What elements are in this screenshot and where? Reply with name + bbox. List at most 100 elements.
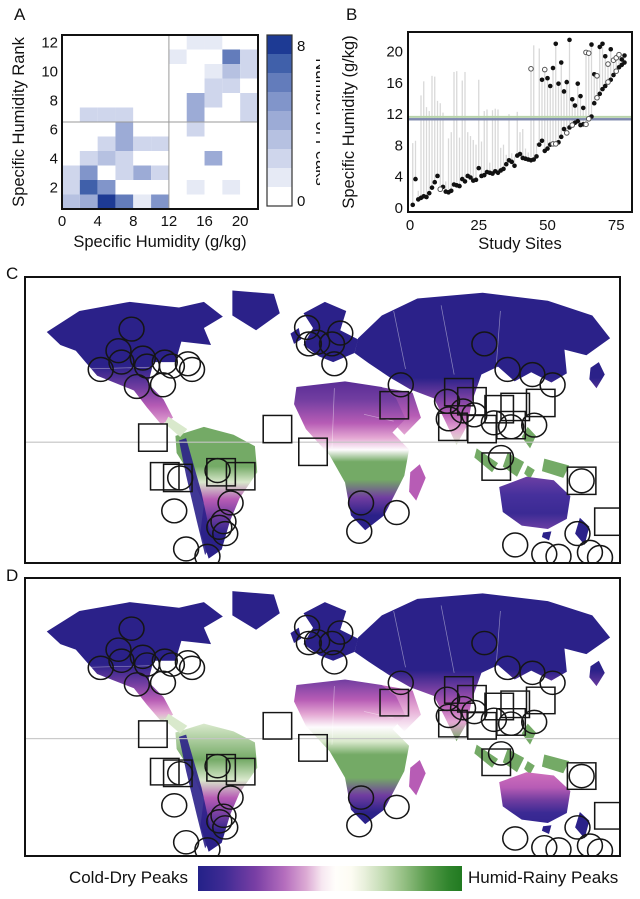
study-site-circle <box>387 670 414 696</box>
landmass-sa <box>175 723 258 852</box>
site-point-filled <box>509 159 515 165</box>
site-point-open <box>437 186 444 193</box>
study-site-circle <box>108 349 135 375</box>
site-point-filled <box>410 202 416 208</box>
study-site-square <box>379 390 410 420</box>
landmass-japan <box>589 660 605 687</box>
heatmap-cell <box>62 78 80 93</box>
study-site-square <box>500 392 531 422</box>
site-point-open <box>616 51 622 58</box>
colorbar-step <box>267 168 292 187</box>
x-tick-label: 16 <box>196 213 213 230</box>
heatmap-cell <box>240 107 258 122</box>
heatmap-cell <box>186 122 205 137</box>
study-site-circle <box>449 695 477 721</box>
heatmap-cell <box>151 64 169 79</box>
landmass-sumatra <box>474 744 499 768</box>
colorbar-step <box>267 149 292 168</box>
heatmap-cell <box>151 136 169 151</box>
heatmap-cell <box>79 35 98 50</box>
colorbar-step <box>267 187 292 206</box>
landmass-sa <box>175 426 258 559</box>
y-tick-label: 12 <box>386 106 403 123</box>
study-site-circle <box>149 670 177 696</box>
study-site-circle <box>123 672 151 697</box>
landmass-australia <box>499 476 571 530</box>
study-site-circle <box>539 670 566 696</box>
study-site-circle <box>105 338 132 364</box>
colorbar-step <box>267 54 292 73</box>
equator-line <box>26 441 619 443</box>
study-site-circle <box>118 316 145 342</box>
landmass-tasmania <box>541 531 552 541</box>
heatmap-cell <box>222 78 241 93</box>
heatmap-cell <box>186 151 205 166</box>
study-site-circle <box>194 543 221 562</box>
study-site-square <box>379 688 410 717</box>
heatmap-cell <box>240 151 258 166</box>
study-site-circle <box>174 650 202 675</box>
site-point-filled <box>567 37 572 43</box>
colorbar-step <box>267 35 292 54</box>
landmass-newguinea <box>541 754 570 774</box>
study-site-circle <box>178 356 206 383</box>
heatmap-cell <box>186 107 205 122</box>
ref-line-slate <box>408 118 632 121</box>
heatmap-cell <box>97 35 116 50</box>
study-site-square <box>262 711 293 740</box>
y-tick-label: 6 <box>50 121 58 138</box>
y-tick-label: 16 <box>386 75 403 92</box>
heatmap-cell <box>97 107 116 122</box>
heatmap-cell <box>115 122 134 137</box>
site-point-open <box>528 66 534 72</box>
heatmap-cell <box>62 107 80 122</box>
site-point-filled <box>536 142 542 147</box>
site-point-filled <box>602 83 608 89</box>
heatmap-cell <box>115 136 134 151</box>
heatmap-cell <box>133 78 152 93</box>
study-site-circle <box>293 314 321 341</box>
study-site-circle <box>295 630 323 656</box>
heatmap-cell <box>97 136 116 151</box>
landmass-uk <box>290 627 302 644</box>
heatmap-cell <box>186 165 205 180</box>
landmass-greenland <box>232 290 280 331</box>
heatmap-cell <box>62 64 80 79</box>
x-tick-label: 75 <box>608 217 625 234</box>
country-border <box>440 305 455 375</box>
study-site-circle <box>293 614 321 640</box>
heatmap-cell <box>204 151 223 166</box>
heatmap-cell <box>62 35 80 50</box>
heatmap-cell <box>204 49 223 64</box>
heatmap-cell <box>62 136 80 151</box>
site-point-filled <box>578 93 583 99</box>
site-point-filled <box>534 154 539 159</box>
site-point-open <box>605 61 611 67</box>
heatmap-cell <box>222 107 241 122</box>
study-site-square <box>162 463 193 493</box>
heatmap-cell <box>186 49 205 64</box>
colorbar-legend: Cold-Dry Peaks Humid-Rainy Peaks <box>0 864 640 894</box>
colorbar-step <box>267 130 292 149</box>
heatmap-cell <box>97 78 116 93</box>
landmass-centam <box>164 416 188 438</box>
landmass-africa <box>294 381 410 531</box>
study-site-circle <box>151 349 178 375</box>
y-tick-label: 20 <box>386 44 403 61</box>
study-site-square <box>500 690 531 719</box>
site-point-open <box>563 130 570 136</box>
heatmap-cell <box>222 64 241 79</box>
heatmap-cell <box>115 151 134 166</box>
study-site-circle <box>497 414 525 440</box>
site-point-filled <box>531 157 537 162</box>
heatmap-cell <box>79 122 98 137</box>
heatmap-cell <box>97 122 116 137</box>
panel-a-label: A <box>14 5 26 24</box>
study-site-circle <box>194 837 221 855</box>
legend-left-label: Cold-Dry Peaks <box>68 868 188 887</box>
site-point-filled <box>429 185 435 190</box>
x-tick-label: 25 <box>470 217 487 234</box>
site-point-filled <box>591 100 597 106</box>
x-tick-label: 50 <box>539 217 556 234</box>
